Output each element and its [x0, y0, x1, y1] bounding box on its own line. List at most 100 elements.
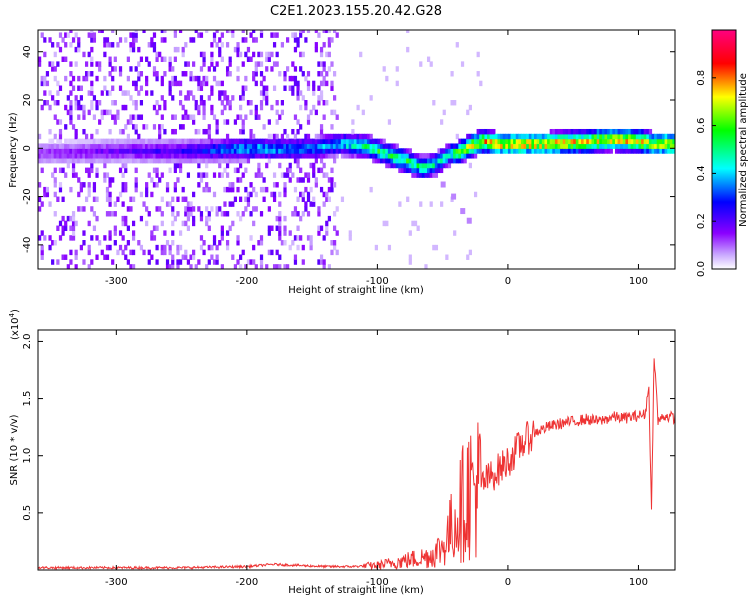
heatmap-cell [408, 167, 412, 174]
heatmap-cell [82, 138, 86, 145]
heatmap-cell [411, 167, 415, 174]
heatmap-cell [471, 133, 475, 140]
heatmap-cell [570, 143, 574, 149]
heatmap-cell [408, 259, 412, 265]
heatmap-cell [393, 162, 397, 169]
heatmap-cell [189, 90, 193, 96]
heatmap-cell [382, 220, 386, 227]
heatmap-cell [142, 201, 146, 207]
heatmap-cell [197, 153, 201, 159]
heatmap-cell [61, 148, 65, 154]
heatmap-cell [575, 138, 580, 145]
heatmap-cell [134, 104, 138, 111]
heatmap-cell [53, 167, 57, 174]
heatmap-cell [118, 128, 123, 135]
heatmap-cell [108, 235, 112, 241]
heatmap-cell [567, 128, 572, 135]
heatmap-cell [48, 235, 52, 241]
heatmap-cell [374, 138, 378, 145]
heatmap-cell [607, 128, 611, 135]
heatmap-cell [361, 133, 365, 140]
heatmap-cell [633, 133, 637, 140]
heatmap-cell [664, 133, 668, 140]
heatmap-cell [625, 143, 629, 149]
heatmap-cell [280, 138, 284, 145]
heatmap-cell [61, 225, 65, 231]
heatmap-cell [275, 133, 279, 140]
heatmap-cell [66, 162, 70, 169]
heatmap-cell [71, 138, 76, 145]
heatmap-cell [77, 104, 81, 111]
heatmap-cell [628, 143, 632, 149]
heatmap-cell [124, 244, 128, 251]
heatmap-cell [51, 66, 55, 72]
heatmap-cell [319, 225, 324, 231]
heatmap-cell [87, 153, 91, 159]
heatmap-cell [194, 138, 198, 145]
heatmap-cell [293, 186, 298, 193]
heatmap-cell [406, 167, 410, 174]
heatmap-cell [118, 143, 123, 149]
heatmap-cell [272, 143, 277, 149]
heatmap-cell [544, 143, 548, 149]
heatmap-cell [173, 80, 177, 87]
heatmap-cell [192, 138, 196, 145]
heatmap-cell [84, 167, 89, 174]
heatmap-cell [531, 138, 535, 145]
heatmap-cell [131, 114, 136, 120]
heatmap-cell [372, 157, 376, 164]
heatmap-cell [121, 162, 125, 169]
heatmap-cell [194, 100, 198, 106]
heatmap-cell [554, 128, 559, 135]
heatmap-cell [69, 61, 73, 67]
heatmap-cell [186, 211, 191, 217]
heatmap-cell [48, 148, 52, 154]
heatmap-cell [333, 133, 337, 140]
heatmap-cell [220, 143, 224, 149]
heatmap-cell [142, 157, 146, 164]
heatmap-cell [150, 90, 154, 96]
y-tick-label: 40 [22, 45, 33, 58]
heatmap-cell [426, 167, 431, 174]
heatmap-cell [215, 211, 219, 217]
snr-y-label: SNR (10 * v/v) [9, 414, 20, 485]
heatmap-cell [215, 42, 219, 48]
heatmap-cell [66, 32, 70, 38]
heatmap-cell [426, 153, 431, 159]
heatmap-cell [620, 138, 624, 145]
heatmap-cell [121, 148, 125, 154]
heatmap-cell [202, 104, 206, 111]
heatmap-cell [419, 167, 423, 174]
heatmap-cell [210, 143, 214, 149]
colorbar: 0.00.20.40.60.8 Normalized spectral ampl… [696, 29, 749, 277]
heatmap-cell [408, 148, 412, 154]
heatmap-cell [173, 32, 177, 38]
heatmap-cell [252, 133, 256, 140]
heatmap-cell [79, 186, 83, 193]
heatmap-cell [71, 143, 76, 149]
heatmap-cell [189, 75, 193, 82]
heatmap-cell [246, 157, 251, 164]
heatmap-cell [207, 215, 211, 222]
heatmap-cell [116, 249, 120, 256]
heatmap-cell [178, 100, 183, 106]
heatmap-cell [121, 104, 125, 111]
heatmap-cell [197, 104, 201, 111]
heatmap-cell [173, 162, 177, 169]
heatmap-cell [586, 138, 590, 145]
heatmap-cell [262, 95, 266, 101]
heatmap-cell [348, 143, 352, 149]
heatmap-cell [473, 191, 478, 198]
heatmap-cell [84, 196, 89, 203]
heatmap-cell [473, 138, 478, 145]
heatmap-cell [278, 162, 282, 169]
heatmap-cell [147, 249, 151, 256]
heatmap-cell [348, 133, 352, 140]
heatmap-cell [129, 143, 133, 149]
heatmap-cell [312, 90, 316, 96]
heatmap-cell [189, 201, 193, 207]
heatmap-cell [343, 148, 347, 154]
heatmap-cell [304, 37, 308, 43]
heatmap-cell [252, 30, 256, 34]
heatmap-cell [479, 128, 483, 135]
